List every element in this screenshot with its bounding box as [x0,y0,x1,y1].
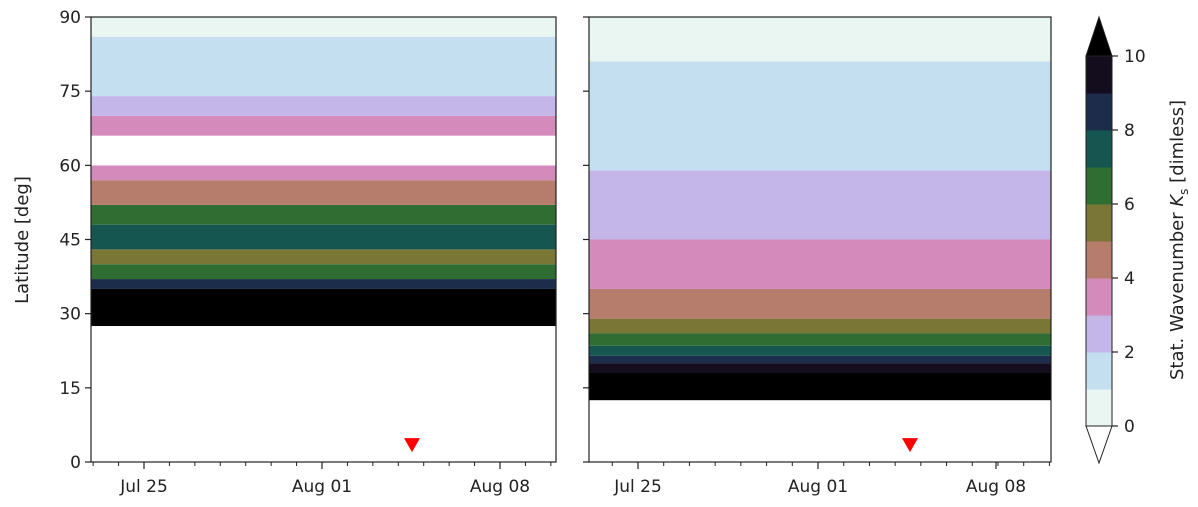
colorbar-level [1086,352,1112,390]
right-event-marker-icon [902,438,918,453]
colorbar-tick-label: 4 [1124,269,1135,289]
colorbar-tick-label: 10 [1124,47,1146,67]
y-tick-label: 30 [59,305,81,325]
left-contour-band [91,135,556,166]
y-tick-label: 90 [59,8,81,28]
right-contour-band [589,400,1051,462]
colorbar-over-extension [1085,15,1113,57]
right-x-tick-label: Jul 25 [613,477,662,497]
colorbar-level [1086,167,1112,205]
colorbar-level [1086,241,1112,279]
colorbar-label-suffix: [dimless] [1167,100,1188,189]
left-contour-band [91,288,556,327]
colorbar-level [1086,315,1112,353]
colorbar-label: Stat. Wavenumber Ks [dimless] [1167,100,1191,380]
right-contour-band [589,373,1051,401]
colorbar-level [1086,56,1112,94]
y-tick-label: 45 [59,231,81,251]
colorbar-level [1086,93,1112,131]
left-x-tick-label: Aug 08 [470,477,530,497]
y-tick-label: 60 [59,156,81,176]
colorbar-label-text: Stat. Wavenumber [1167,207,1188,380]
colorbar-tick-label: 6 [1124,195,1135,215]
colorbar-level [1086,204,1112,242]
right-contour-band [589,61,1051,171]
right-contour-band [589,318,1051,334]
colorbar-level [1086,278,1112,316]
right-contour-band [589,288,1051,319]
left-contour-band [91,279,556,289]
right-contour-band [589,363,1051,373]
right-contour-band [589,345,1051,356]
left-contour-band [91,36,556,67]
colorbar-under-extension [1085,425,1113,465]
left-panel: 0 15 30 45 60 75 90 Jul 25 Aug 01 Aug 08 [59,8,557,497]
y-tick-label: 75 [59,82,81,102]
left-contour-band [91,224,556,250]
right-x-tick-label: Aug 08 [966,477,1026,497]
left-contour-band [91,326,556,462]
left-contour-band [91,96,556,116]
left-contour-band [91,66,556,97]
left-contour-band [91,17,556,37]
left-event-marker-icon [404,438,420,453]
colorbar-tick-label: 2 [1124,343,1135,363]
right-contour-band [589,355,1051,364]
right-panel: Jul 25 Aug 01 Aug 08 [583,16,1052,497]
colorbar-tick-label: 0 [1124,417,1135,437]
right-contour-band [589,239,1051,289]
left-contour-band [91,249,556,265]
colorbar: 0 2 4 6 8 10 [1085,15,1146,465]
y-tick-label: 15 [59,379,81,399]
colorbar-label-subscript: s [1177,189,1191,195]
left-contour-band [91,204,556,225]
left-x-tick-label: Jul 25 [119,477,168,497]
colorbar-label-symbol: K [1167,194,1188,207]
left-contour-band [91,115,556,136]
colorbar-level [1086,389,1112,427]
y-axis-label: Latitude [deg] [12,176,33,304]
right-x-tick-label: Aug 01 [788,477,848,497]
left-x-tick-label: Aug 01 [292,477,352,497]
right-contour-band [589,170,1051,240]
left-contour-band [91,180,556,205]
colorbar-frame [1085,55,1113,427]
colorbar-tick-label: 8 [1124,121,1135,141]
right-contour-band [589,333,1051,346]
colorbar-level [1086,130,1112,168]
left-contour-band [91,264,556,280]
left-contour-band [91,165,556,181]
y-tick-label: 0 [70,453,81,473]
right-contour-band [589,17,1051,62]
